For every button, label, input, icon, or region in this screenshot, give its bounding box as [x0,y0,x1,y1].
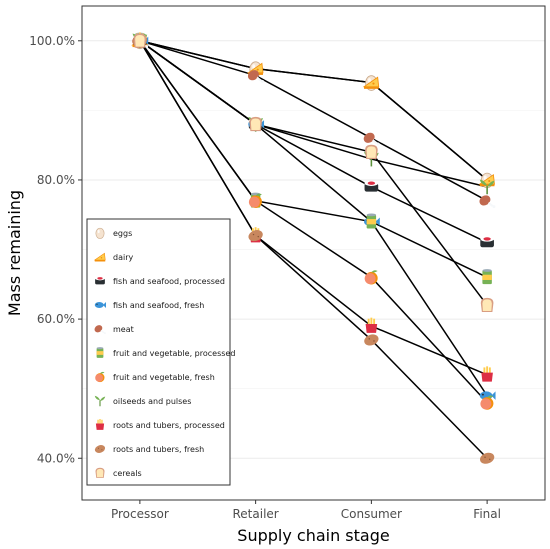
sushi-icon [480,236,494,247]
bread-icon [249,117,262,131]
legend-item: cereals [96,468,142,478]
legend-item: fish and seafood, processed [95,276,225,286]
canned-food-icon [482,269,491,284]
bread-icon [96,468,105,478]
legend-label: fruit and vegetable, processed [113,349,235,358]
y-tick-label: 100.0% [29,34,75,48]
fries-icon [481,366,493,381]
legend-label: fish and seafood, fresh [113,301,204,310]
peach-icon [365,270,378,284]
legend-label: fish and seafood, processed [113,277,225,286]
y-axis: 40.0% 60.0% 80.0% 100.0% [29,34,82,465]
legend-label: dairy [113,253,133,262]
legend-item: fruit and vegetable, processed [97,347,236,358]
sushi-icon [95,276,105,284]
x-tick-label: Retailer [233,507,279,521]
legend-label: roots and tubers, fresh [113,445,204,454]
legend-label: oilseeds and pulses [113,397,191,406]
legend-label: roots and tubers, processed [113,421,225,430]
x-tick-label: Final [473,507,501,521]
y-tick-label: 80.0% [37,173,75,187]
canned-food-icon [97,347,104,358]
egg-icon [96,228,104,239]
legend-item: eggs [96,228,132,239]
y-axis-title: Mass remaining [5,190,24,316]
x-axis-title: Supply chain stage [237,526,389,545]
drumstick-icon [362,131,380,146]
x-axis: Processor Retailer Consumer Final [111,500,501,521]
bread-icon [481,298,494,312]
legend-item: fruit and vegetable, fresh [95,372,215,382]
y-tick-label: 60.0% [37,312,75,326]
legend: eggs dairy fish and seafood, processed fish… [87,219,235,485]
sushi-icon [365,180,379,191]
series-line [140,41,487,201]
fries-icon [366,318,378,333]
legend-item: roots and tubers, processed [96,419,225,430]
y-tick-label: 40.0% [37,451,75,465]
x-tick-label: Consumer [341,507,402,521]
drumstick-icon [477,193,495,208]
legend-label: meat [113,325,134,334]
legend-label: cereals [113,469,142,478]
canned-food-icon [367,214,376,229]
x-tick-label: Processor [111,507,169,521]
bread-icon [134,33,147,47]
legend-label: eggs [113,229,132,238]
bread-icon [365,145,378,159]
legend-label: fruit and vegetable, fresh [113,373,215,382]
